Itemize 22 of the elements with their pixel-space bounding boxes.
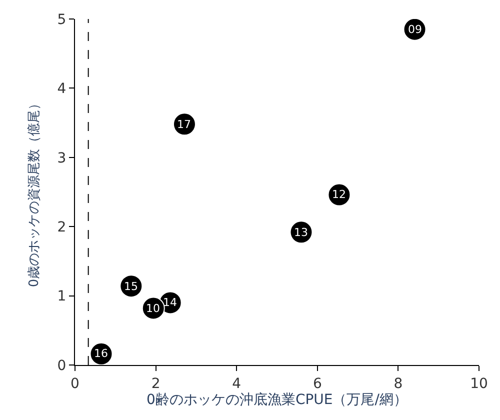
annotation: 17 [177,118,191,131]
annotation: 16 [94,347,108,360]
annotation: 10 [146,302,160,315]
annotation: 09 [408,23,422,36]
y-tick-label: 1 [57,288,66,305]
x-tick-label: 4 [232,376,242,392]
y-tick-label: 4 [57,81,66,98]
y-tick-label: 3 [57,150,66,166]
y-tick-label: 5 [57,12,66,28]
annotation: 12 [332,188,346,201]
x-tick-label: 8 [394,376,403,392]
x-axis-title: 0齢のホッケの沖底漁業CPUE（万尾/網） [146,392,408,408]
y-tick-label: 0 [57,358,66,374]
x-tick-label: 0 [70,376,80,392]
y-axis-title: 0歳のホッケの資源尾数（億尾） [27,96,42,288]
annotation: 14 [163,296,177,309]
x-tick-label: 2 [151,376,160,392]
annotation: 15 [124,280,138,293]
x-tick-label: 10 [470,376,488,392]
x-tick-label: 6 [312,376,322,392]
annotation: 13 [294,226,308,239]
y-tick-label: 2 [57,220,66,236]
